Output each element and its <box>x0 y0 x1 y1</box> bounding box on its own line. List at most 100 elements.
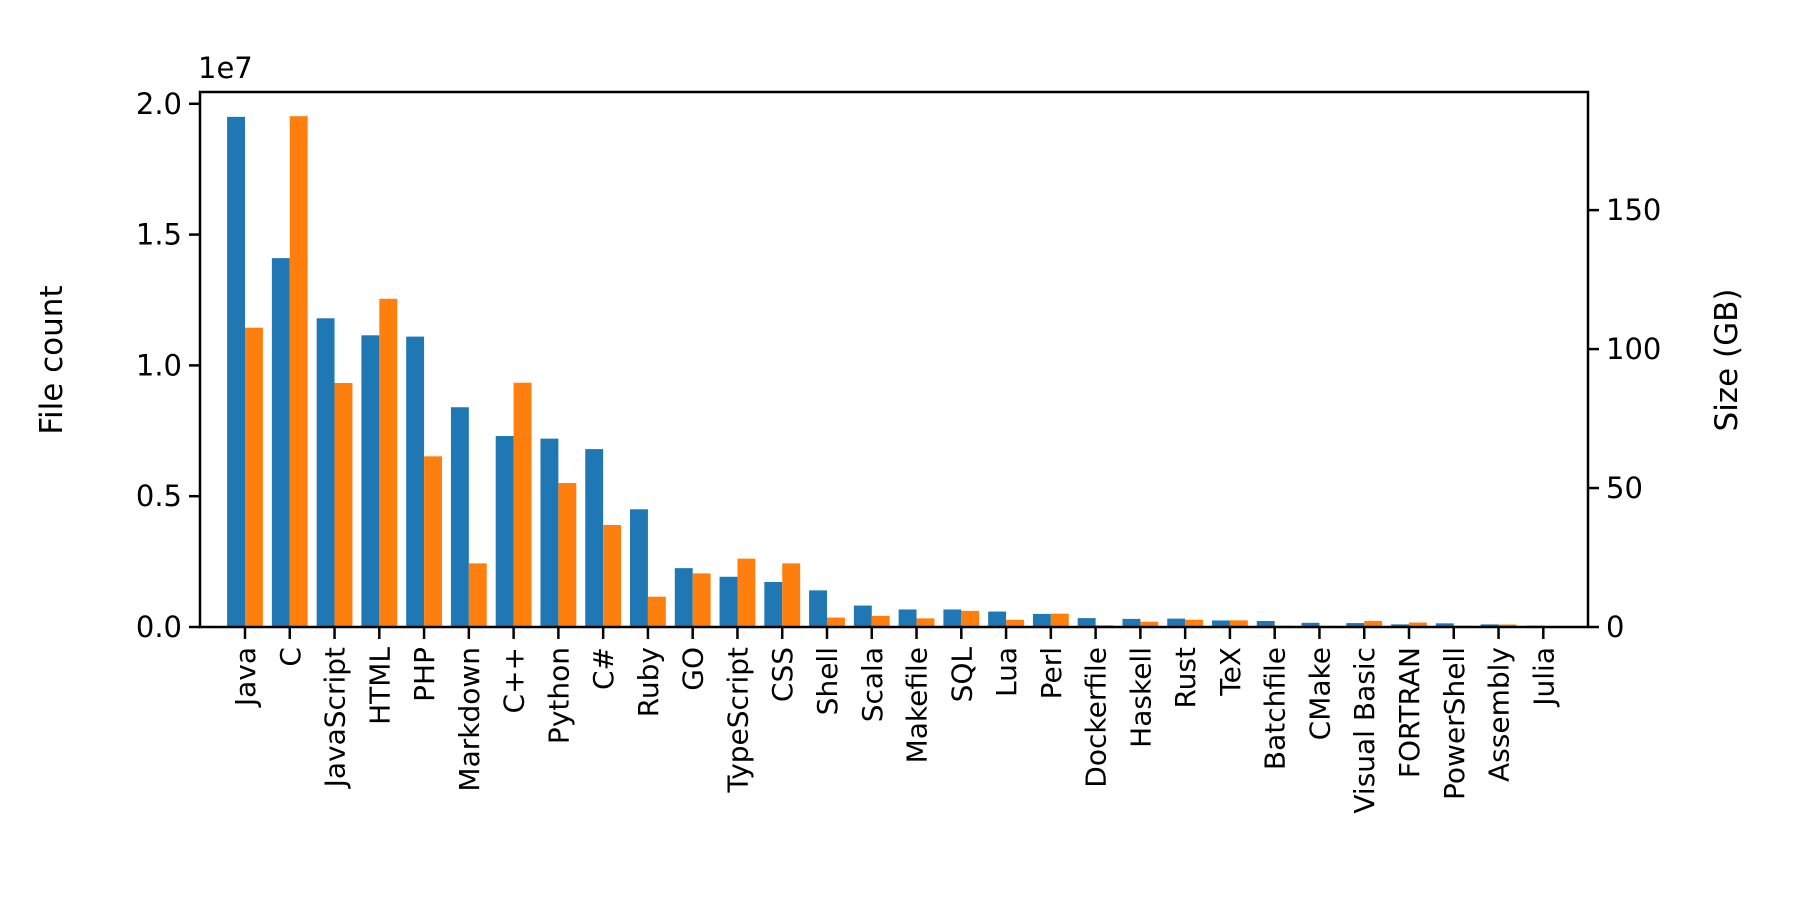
x-tick-label-cmake: CMake <box>1304 647 1337 740</box>
bar-file-count-fortran <box>1391 624 1409 627</box>
bar-file-count-tex <box>1212 620 1230 627</box>
y-tick-label-left-1.5: 1.5 <box>136 218 182 252</box>
y-axis-label-left: File count <box>34 285 70 434</box>
x-tick-label-ruby: Ruby <box>632 647 665 717</box>
bar-file-count-typescript <box>719 576 738 627</box>
x-tick-label-assembly: Assembly <box>1483 647 1516 782</box>
bar-size-gb-fortran <box>1408 622 1427 627</box>
bar-file-count-haskell <box>1122 618 1141 627</box>
x-tick-label-sql: SQL <box>945 647 978 703</box>
bar-file-count-ruby <box>630 509 648 627</box>
y-tick-label-right-50: 50 <box>1606 471 1643 505</box>
x-tick-label-rust: Rust <box>1169 647 1202 709</box>
x-tick-label-typescript: TypeScript <box>722 647 755 794</box>
bar-size-gb-tex <box>1229 620 1248 627</box>
x-tick-label-visual-basic: Visual Basic <box>1348 647 1381 814</box>
bar-file-count-assembly <box>1480 624 1499 627</box>
bar-size-gb-c <box>603 525 622 627</box>
bar-size-gb-php <box>424 456 442 627</box>
bar-file-count-shell <box>809 590 827 627</box>
ticks-layer: 0.0 0.5 1.0 1.5 2.0 0 50 100 150 Java C JavaScript H… <box>136 87 1661 814</box>
x-tick-label-java: Java <box>229 647 262 708</box>
x-tick-label-python: Python <box>542 647 575 744</box>
bar-file-count-html <box>361 335 380 627</box>
y-tick-label-right-0: 0 <box>1606 610 1624 644</box>
bars-layer <box>227 116 1562 628</box>
bar-file-count-markdown <box>450 407 469 627</box>
bar-file-count-dockerfile <box>1077 618 1096 627</box>
x-tick-label-html: HTML <box>363 647 396 725</box>
bar-file-count-javascript <box>316 318 335 627</box>
bar-size-gb-c <box>289 116 308 628</box>
bar-size-gb-javascript <box>334 382 353 627</box>
bar-file-count-java <box>227 116 245 627</box>
x-tick-label-markdown: Markdown <box>453 647 486 792</box>
bar-file-count-go <box>674 568 693 627</box>
bar-file-count-makefile <box>898 609 917 627</box>
bar-file-count-c <box>495 436 514 627</box>
x-tick-label-shell: Shell <box>811 647 844 715</box>
x-tick-label-scala: Scala <box>856 647 889 722</box>
bar-size-gb-go <box>692 573 711 627</box>
y-tick-label-left-2.0: 2.0 <box>136 87 182 121</box>
x-tick-label-julia: Julia <box>1527 647 1560 708</box>
x-tick-label-perl: Perl <box>1035 647 1068 699</box>
axes-layer <box>198 90 1590 629</box>
bar-size-gb-typescript <box>737 558 756 627</box>
y-tick-label-left-0.5: 0.5 <box>136 479 182 513</box>
bar-size-gb-visual-basic <box>1364 620 1383 627</box>
x-tick-label-fortran: FORTRAN <box>1393 647 1426 778</box>
bar-size-gb-lua <box>1006 619 1024 627</box>
bar-size-gb-markdown <box>468 563 487 627</box>
bar-size-gb-sql <box>961 610 980 627</box>
bar-size-gb-shell <box>827 617 845 627</box>
bar-file-count-batchfile <box>1256 620 1275 627</box>
bar-file-count-perl <box>1032 613 1051 627</box>
bar-file-count-scala <box>853 605 872 627</box>
bar-file-count-cmake <box>1301 622 1320 627</box>
bar-file-count-c <box>271 258 290 627</box>
bar-file-count-python <box>540 438 559 627</box>
x-tick-label-lua: Lua <box>990 647 1023 697</box>
y-tick-label-right-150: 150 <box>1606 193 1661 227</box>
bar-size-gb-html <box>379 298 398 627</box>
x-tick-label-go: GO <box>677 647 710 691</box>
x-tick-label-powershell: PowerShell <box>1438 647 1471 800</box>
bar-file-count-php <box>406 336 425 627</box>
bar-file-count-css <box>764 582 783 627</box>
bar-size-gb-makefile <box>916 618 935 627</box>
x-tick-label-batchfile: Batchfile <box>1259 647 1292 770</box>
y-tick-label-left-1.0: 1.0 <box>136 348 182 382</box>
bar-size-gb-rust <box>1185 619 1204 627</box>
x-tick-label-dockerfile: Dockerfile <box>1080 647 1113 788</box>
y-tick-label-left-0.0: 0.0 <box>136 610 182 644</box>
x-tick-label-css: CSS <box>766 647 799 702</box>
x-tick-label-tex: TeX <box>1214 647 1247 697</box>
bar-size-gb-java <box>245 327 263 627</box>
x-tick-label-c: C# <box>587 647 620 690</box>
bar-size-gb-c <box>513 382 532 627</box>
x-tick-label-php: PHP <box>408 647 441 702</box>
bar-file-count-sql <box>943 609 962 627</box>
plot-frame <box>198 90 1590 629</box>
y-tick-label-right-100: 100 <box>1606 332 1661 366</box>
bar-size-gb-ruby <box>647 596 666 627</box>
axis-offset-text: 1e7 <box>198 51 253 85</box>
x-tick-label-c: C <box>274 647 307 667</box>
x-tick-label-javascript: JavaScript <box>319 647 352 789</box>
x-tick-label-c: C++ <box>498 647 531 713</box>
bar-file-count-lua <box>988 611 1007 627</box>
x-tick-label-makefile: Makefile <box>901 647 934 763</box>
bar-file-count-powershell <box>1435 623 1454 627</box>
bar-file-count-rust <box>1167 618 1186 627</box>
x-tick-label-haskell: Haskell <box>1124 647 1157 748</box>
bar-size-gb-perl <box>1050 613 1069 627</box>
bar-size-gb-python <box>558 483 577 627</box>
y-axis-label-right: Size (GB) <box>1709 289 1745 432</box>
bar-file-count-c <box>585 449 604 627</box>
bar-size-gb-haskell <box>1140 621 1159 627</box>
bar-file-count-visual-basic <box>1346 623 1365 627</box>
bar-size-gb-scala <box>871 615 890 627</box>
